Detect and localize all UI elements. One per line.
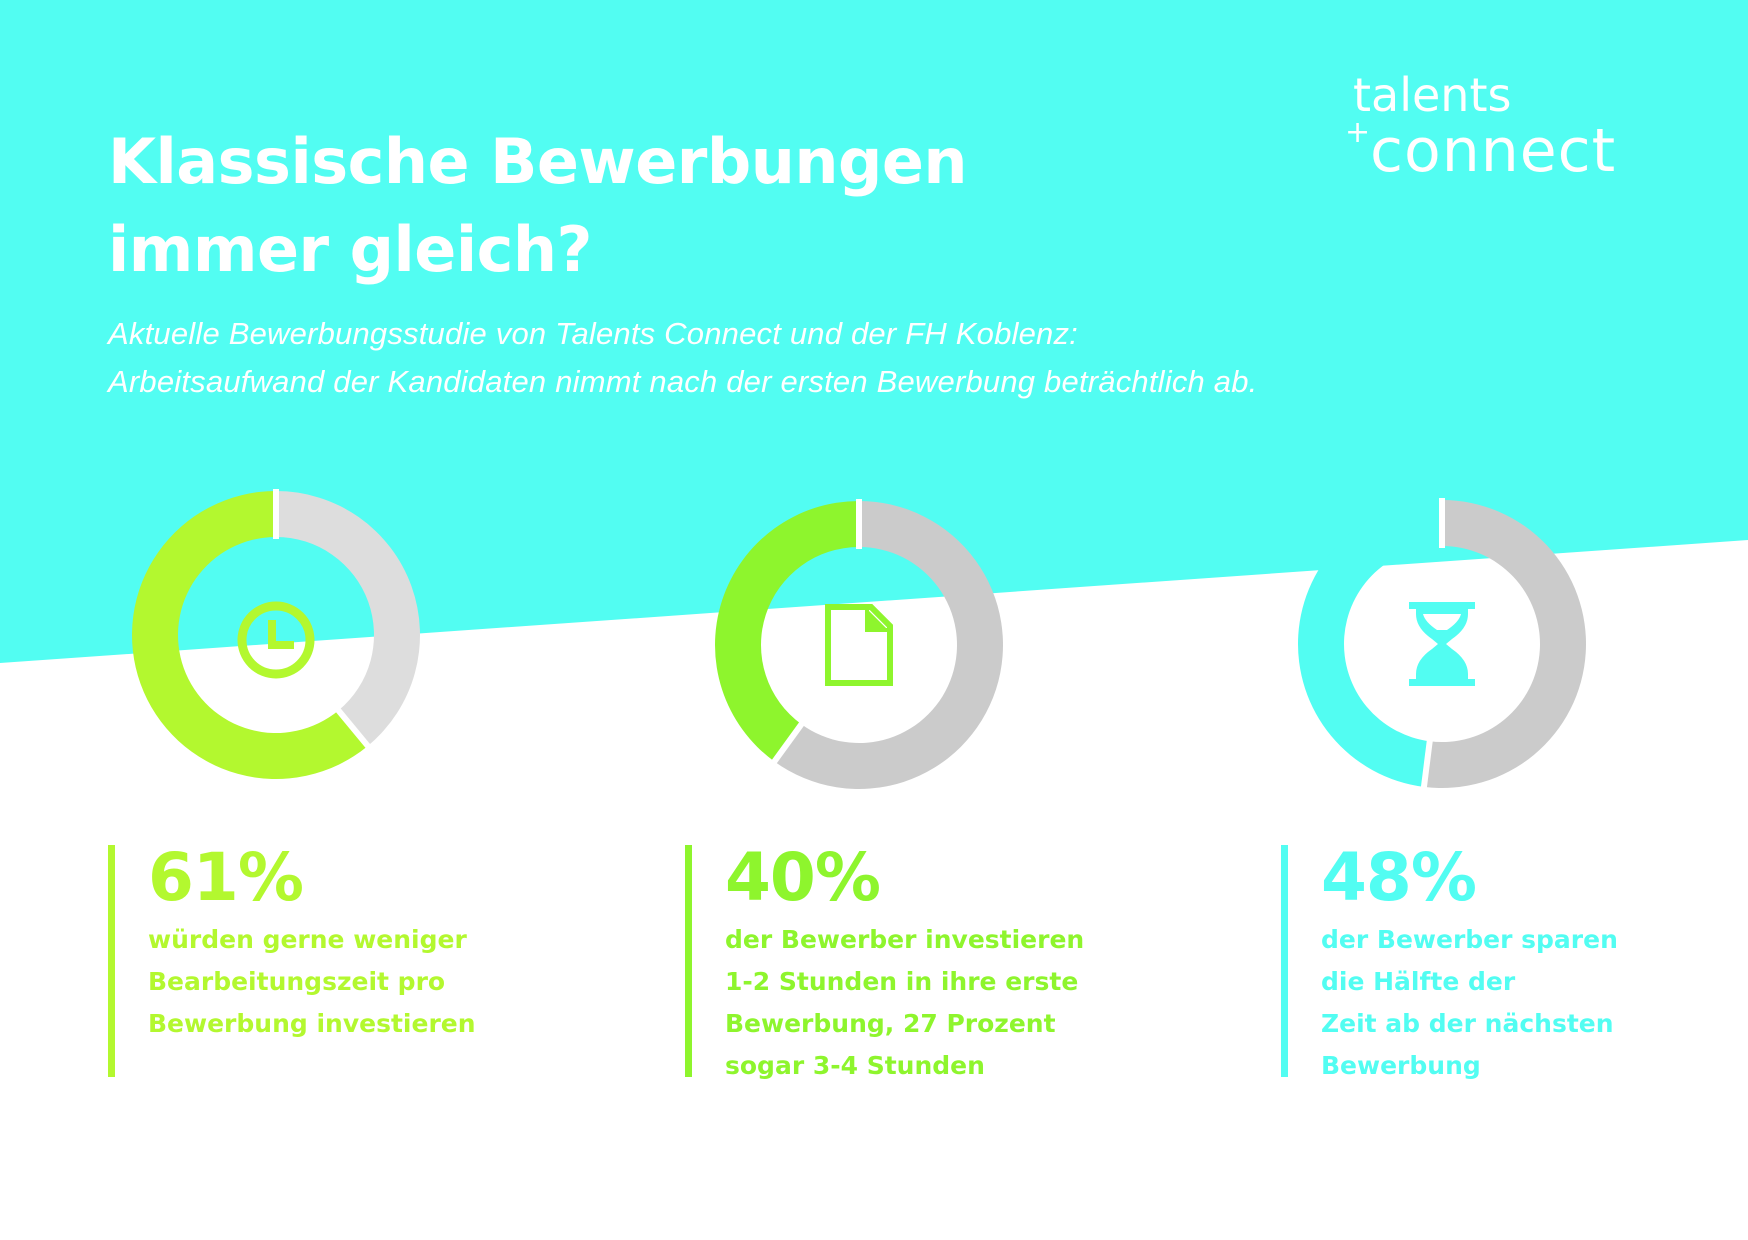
stat-2-description-line: 1-2 Stunden in ihre erste (725, 967, 1079, 996)
donut-1-value-arc (132, 491, 368, 779)
logo-text-talents: talents (1353, 68, 1512, 122)
logo-plus: + (1345, 115, 1371, 150)
stat-2-description-line: der Bewerber investieren (725, 925, 1085, 954)
donut-3-rest-arc (1423, 500, 1586, 788)
donut-2-value-arc (715, 501, 859, 762)
donut-1-rest-arc (276, 491, 421, 746)
stat-2-description: der Bewerber investieren 1-2 Stunden in … (725, 919, 1084, 1087)
stat-3-description-line: der Bewerber sparen (1321, 925, 1618, 954)
page-title: Klassische Bewerbungen immer gleich? (108, 118, 968, 294)
logo-text-connect: connect (1370, 116, 1617, 186)
subtitle-line-2: Arbeitsaufwand der Kandidaten nimmt nach… (108, 364, 1258, 399)
stat-1-value: 61% (148, 839, 304, 916)
document-icon (825, 604, 893, 686)
donut-2-separator-end (770, 720, 805, 765)
donut-3-separator-end (1420, 738, 1433, 790)
donut-1-separator-end (334, 707, 372, 750)
cyan-background (0, 0, 1748, 663)
stat-2-description-line: sogar 3-4 Stunden (725, 1051, 985, 1080)
stat-3-value: 48% (1321, 839, 1477, 916)
stat-3-description-line: Zeit ab der nächsten (1321, 1009, 1614, 1038)
stat-2-accent-bar (685, 845, 692, 1077)
clock-icon (237, 601, 315, 679)
donut-chart-1 (132, 489, 421, 779)
stat-3-description-line: die Hälfte der (1321, 967, 1516, 996)
stat-1-description-line: Bearbeitungszeit pro (148, 967, 446, 996)
donut-3-value-arc (1298, 500, 1442, 787)
stat-3-description: der Bewerber sparen die Hälfte der Zeit … (1321, 919, 1618, 1087)
hourglass-icon (1409, 602, 1475, 686)
talents-connect-logo: talents + connect (1345, 70, 1616, 182)
stat-3-accent-bar (1281, 845, 1288, 1077)
title-line-2: immer gleich? (108, 213, 592, 286)
stat-block-1: 61% würden gerne weniger Bearbeitungszei… (108, 839, 476, 1077)
donut-chart-3 (1298, 498, 1586, 790)
donut-2-rest-arc (774, 501, 1003, 789)
stat-1-accent-bar (108, 845, 115, 1077)
stat-3-description-line: Bewerbung (1321, 1051, 1481, 1080)
stat-2-value: 40% (725, 839, 881, 916)
stat-1-description: würden gerne weniger Bearbeitungszeit pr… (148, 919, 476, 1045)
stat-block-3: 48% der Bewerber sparen die Hälfte der Z… (1281, 839, 1618, 1080)
stat-1-description-line: würden gerne weniger (148, 925, 467, 954)
stat-1-description-line: Bewerbung investieren (148, 1009, 476, 1038)
stat-2-description-line: Bewerbung, 27 Prozent (725, 1009, 1056, 1038)
subtitle-line-1: Aktuelle Bewerbungsstudie von Talents Co… (108, 316, 1078, 351)
title-line-1: Klassische Bewerbungen (108, 125, 968, 198)
subtitle: Aktuelle Bewerbungsstudie von Talents Co… (108, 310, 1258, 406)
donut-chart-2 (715, 499, 1003, 789)
stat-block-2: 40% der Bewerber investieren 1-2 Stunden… (685, 839, 1084, 1080)
